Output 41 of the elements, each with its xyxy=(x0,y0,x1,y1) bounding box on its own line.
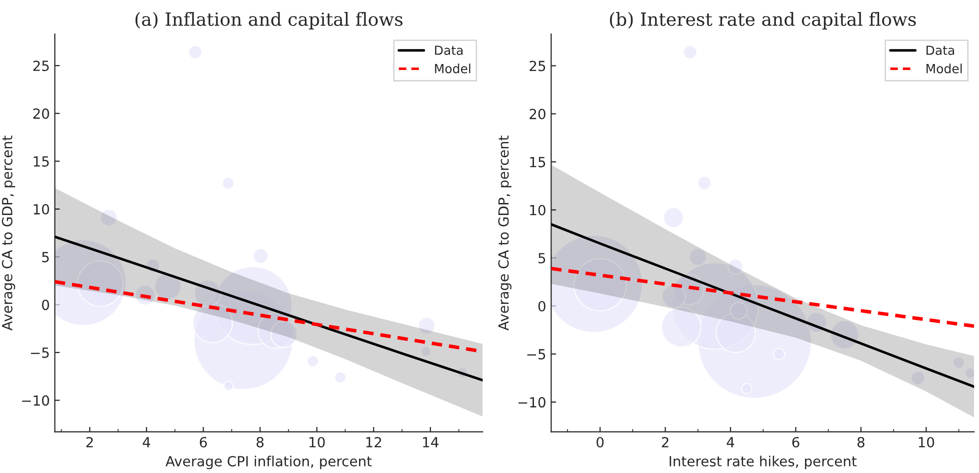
y-tick-label: 0 xyxy=(42,300,50,310)
x-tick-label: 0 xyxy=(596,436,604,448)
y-tick-label: −5 xyxy=(30,348,49,358)
y-tick-label: 5 xyxy=(538,253,546,264)
y-tick-label: 10 xyxy=(530,204,546,216)
line-series xyxy=(551,223,974,388)
y-axis-title: Average CA to GDP, percent xyxy=(498,136,512,330)
x-tick-label: 6 xyxy=(200,436,207,448)
y-tick-label: −10 xyxy=(22,395,50,406)
chart-title: (b) Interest rate and capital flows xyxy=(610,12,916,30)
y-tick-label: 20 xyxy=(530,108,546,120)
x-tick-label: 6 xyxy=(792,436,800,448)
x-tick-label: 8 xyxy=(256,436,264,448)
x-tick-label: 10 xyxy=(918,436,934,448)
y-tick-label: 25 xyxy=(33,60,49,72)
line-series xyxy=(54,236,483,382)
legend-label: Data xyxy=(926,46,954,55)
x-axis-title: Interest rate hikes, percent xyxy=(670,456,857,470)
x-tick-label: 12 xyxy=(366,436,382,448)
legend-label: Model xyxy=(435,64,470,74)
x-tick-label: 2 xyxy=(86,436,93,448)
y-tick-label: 15 xyxy=(530,157,546,168)
y-tick-label: −10 xyxy=(518,397,546,408)
y-tick-label: 5 xyxy=(42,252,49,262)
legend-label: Model xyxy=(926,64,962,74)
x-tick-label: 8 xyxy=(857,436,864,448)
x-tick-label: 10 xyxy=(310,436,325,448)
x-axis-title: Average CPI inflation, percent xyxy=(166,456,372,470)
legend-label: Data xyxy=(435,46,463,55)
y-tick-label: 10 xyxy=(34,204,50,215)
x-tick-label: 4 xyxy=(142,437,150,448)
x-tick-label: 14 xyxy=(423,437,438,448)
y-tick-label: 25 xyxy=(530,60,546,72)
y-tick-label: 20 xyxy=(33,108,50,119)
y-tick-label: 0 xyxy=(538,300,546,312)
y-axis-title: Average CA to GDP, percent xyxy=(2,136,16,330)
chart-title: (a) Inflation and capital flows xyxy=(136,12,402,30)
x-tick-label: 4 xyxy=(726,437,734,448)
x-tick-label: 2 xyxy=(662,436,668,448)
y-tick-label: −5 xyxy=(527,349,546,360)
y-tick-label: 15 xyxy=(34,156,49,167)
